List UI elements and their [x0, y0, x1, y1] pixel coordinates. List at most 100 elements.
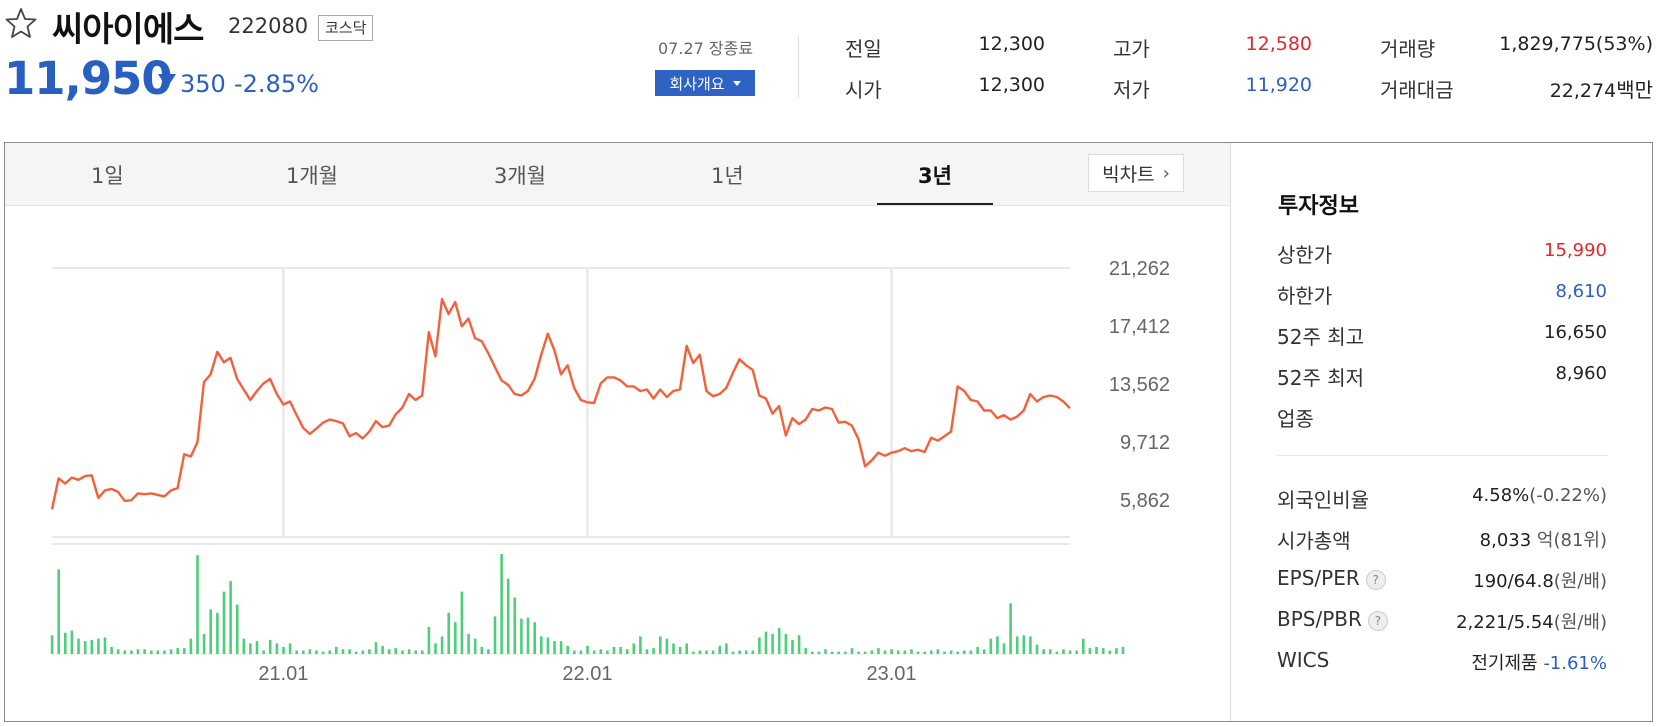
volume-bar [963, 650, 966, 654]
volume-bar [645, 649, 649, 654]
volume-bar [969, 650, 973, 654]
market-cap-label: 시가총액 [1277, 529, 1351, 553]
volume-bar [130, 650, 133, 654]
info-divider [1277, 455, 1608, 456]
wics-sector: 전기제품 [1471, 653, 1538, 674]
volume-bar [77, 638, 80, 654]
volume-bar [930, 650, 933, 654]
volume-bar [123, 650, 127, 654]
volume-bar [923, 651, 926, 654]
wics-change: -1.61% [1543, 653, 1607, 674]
bps-pbr-value: 2,221/5.54(원/배) [1456, 608, 1607, 634]
volume-bar [771, 634, 774, 654]
volume-bar [606, 650, 609, 654]
volume-bar [751, 650, 755, 654]
x-tick-label: 23.01 [866, 663, 916, 685]
volume-bar [711, 650, 715, 654]
help-icon[interactable]: ? [1365, 569, 1386, 590]
y-tick-label: 9,712 [1120, 432, 1170, 454]
volume-bar [50, 635, 54, 654]
volume-bar [222, 591, 226, 654]
x-tick-label: 21.01 [258, 663, 308, 685]
volume-bar [434, 643, 437, 654]
volume-bar [321, 651, 325, 654]
volume-bar [268, 639, 272, 654]
company-overview-button[interactable]: 회사개요 [655, 70, 755, 96]
volume-bar [857, 651, 860, 654]
volume-bar [374, 642, 378, 654]
volume-bar [493, 616, 497, 654]
tab-3year[interactable]: 3년 [918, 164, 952, 188]
active-tab-indicator [877, 203, 993, 205]
volume-bar [731, 651, 735, 654]
volume-bar [692, 651, 695, 654]
volume-bar [625, 649, 629, 654]
volume-bar [315, 650, 318, 654]
volume-bar [665, 638, 669, 654]
volume-bar [216, 612, 219, 654]
volume-bar [824, 649, 827, 654]
volume-bar [1015, 636, 1019, 654]
volume-bar [302, 650, 305, 654]
volume-bar [540, 636, 543, 654]
amount-unit: 백만 [1616, 78, 1653, 102]
change-amount: 350 [180, 70, 226, 98]
volume-bar [844, 651, 847, 654]
price-line [50, 297, 1071, 510]
volume-bar [573, 650, 576, 654]
volume-bar [1002, 643, 1006, 654]
volume-bar [473, 638, 477, 654]
volume-bar [110, 646, 113, 654]
volume-bar [910, 649, 913, 654]
eps-per-value: 190/64.8(원/배) [1473, 567, 1607, 593]
volume-bar [414, 650, 417, 654]
foreign-ratio-value: 4.58%(-0.22%) [1472, 485, 1607, 506]
volume-bar [401, 650, 404, 654]
bps-pbr-text: BPS/PBR [1277, 607, 1362, 631]
volume-bar [506, 578, 510, 654]
tab-1year[interactable]: 1년 [711, 164, 744, 188]
amount-value: 22,274백만 [1550, 74, 1653, 103]
volume-bar [916, 651, 920, 654]
big-chart-button[interactable]: 빅차트 › [1088, 154, 1184, 192]
volume-bar [361, 650, 365, 654]
volume-bar [784, 634, 788, 654]
volume-bar [407, 649, 411, 654]
market-cap-value: 8,033 억(81위) [1480, 526, 1607, 552]
market-cap-unit: 억 [1536, 530, 1554, 551]
volume-bar [1082, 638, 1085, 654]
volume-value: 1,829,775(53%) [1499, 33, 1653, 55]
volume-bar [97, 638, 100, 654]
volume-bar [1101, 648, 1105, 654]
volume-bar [295, 650, 298, 654]
tab-3month[interactable]: 3개월 [494, 164, 547, 188]
volume-bar [1055, 651, 1059, 654]
volume-bar [612, 646, 616, 654]
volume-bar [427, 626, 431, 654]
wics-value[interactable]: 전기제품 -1.61% [1471, 649, 1607, 675]
tab-1day[interactable]: 1일 [91, 164, 124, 188]
amount-number: 22,274 [1549, 80, 1617, 102]
volume-bar [744, 650, 748, 654]
volume-bar [1068, 650, 1072, 654]
volume-bar [235, 604, 239, 654]
down-arrow-icon [158, 74, 176, 88]
lower-limit-label: 하한가 [1277, 284, 1333, 308]
foreign-ratio-change: (-0.22%) [1529, 485, 1607, 506]
eps-per-number: 190/64.8 [1473, 571, 1554, 592]
market-badge: 코스닥 [318, 15, 374, 41]
volume-bar [533, 622, 536, 654]
volume-bar [520, 618, 523, 654]
volume-bar [725, 643, 728, 654]
caret-down-icon [732, 80, 741, 86]
market-cap-rank: (81위) [1553, 530, 1607, 551]
tab-1month[interactable]: 1개월 [286, 164, 339, 188]
volume-bar [559, 641, 563, 654]
volume-bar [454, 622, 457, 654]
foreign-ratio-number: 4.58% [1472, 485, 1530, 506]
favorite-star-icon[interactable] [4, 6, 38, 40]
volume-bar [368, 649, 371, 654]
volume-bar [64, 632, 67, 654]
help-icon[interactable]: ? [1367, 610, 1388, 631]
volume-bar [982, 649, 986, 654]
